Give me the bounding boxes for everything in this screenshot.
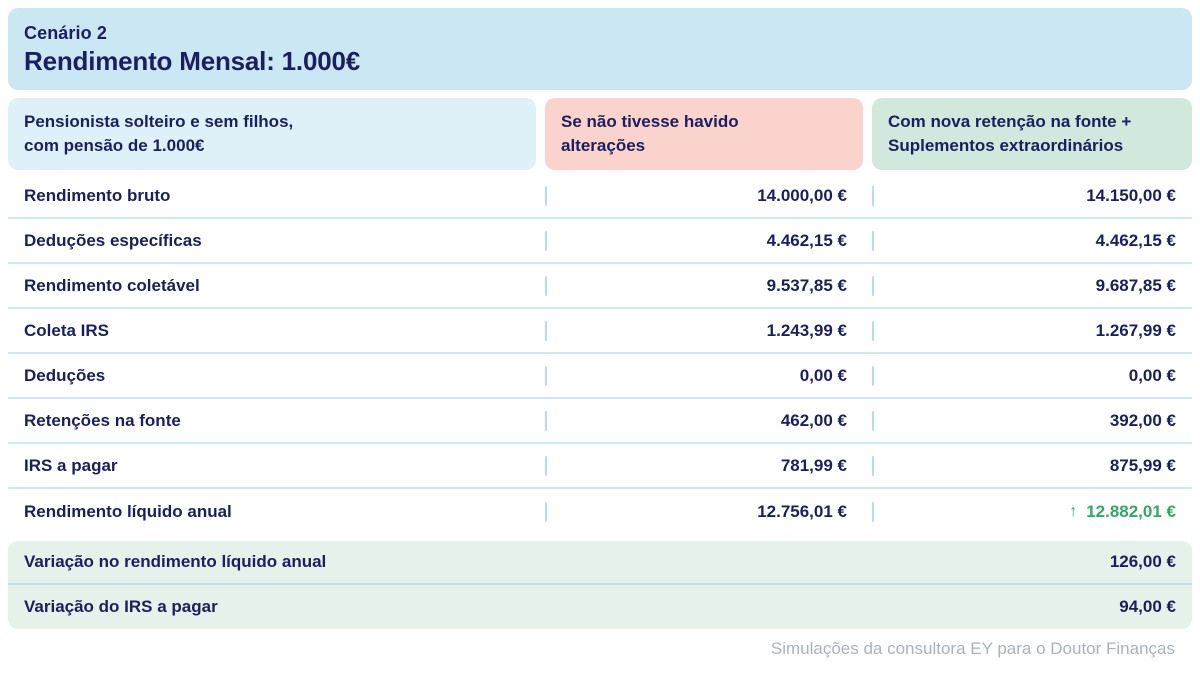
page-title: Rendimento Mensal: 1.000€ (24, 46, 360, 76)
row-label: Retenções na fonte (24, 410, 181, 430)
value-after: 0,00 € (872, 354, 1192, 397)
comparison-table: Rendimento bruto 14.000,00 € 14.150,00 €… (8, 174, 1192, 534)
table-row: Retenções na fonte 462,00 € 392,00 € (8, 399, 1192, 444)
value-before: 0,00 € (545, 354, 863, 397)
row-label: Deduções específicas (24, 230, 202, 250)
table-row: Rendimento bruto 14.000,00 € 14.150,00 € (8, 174, 1192, 219)
value-before: 9.537,85 € (545, 264, 863, 307)
table-row: Deduções específicas 4.462,15 € 4.462,15… (8, 219, 1192, 264)
column-header-profile: Pensionista solteiro e sem filhos, com p… (8, 98, 536, 170)
value-before: 1.243,99 € (545, 309, 863, 352)
column-header-after: Com nova retenção na fonte + Suplementos… (872, 98, 1192, 170)
value-before: 781,99 € (545, 444, 863, 487)
summary-row: Variação no rendimento líquido anual 126… (8, 541, 1192, 585)
scenario-label: Cenário 2 (24, 23, 107, 43)
table-row: Coleta IRS 1.243,99 € 1.267,99 € (8, 309, 1192, 354)
column-header-before: Se não tivesse havido alterações (545, 98, 863, 170)
row-label: Deduções (24, 365, 106, 385)
value-before: 12.756,01 € (545, 489, 863, 534)
value-after: 4.462,15 € (872, 219, 1192, 262)
increase-arrow-icon: ↑ (1069, 502, 1078, 520)
table-row: Rendimento coletável 9.537,85 € 9.687,85… (8, 264, 1192, 309)
row-label: Coleta IRS (24, 320, 110, 340)
summary-label: Variação do IRS a pagar (24, 597, 218, 616)
table-row: IRS a pagar 781,99 € 875,99 € (8, 444, 1192, 489)
summary-row: Variação do IRS a pagar 94,00 € (8, 585, 1192, 629)
row-label: Rendimento coletável (24, 275, 200, 295)
table-row: Rendimento líquido anual 12.756,01 € ↑ 1… (8, 489, 1192, 534)
summary-value: 94,00 € (1119, 597, 1176, 616)
value-after: 9.687,85 € (872, 264, 1192, 307)
value-after: 1.267,99 € (872, 309, 1192, 352)
summary-panel: Variação no rendimento líquido anual 126… (8, 541, 1192, 629)
row-label: Rendimento líquido anual (24, 501, 232, 521)
column-headers: Pensionista solteiro e sem filhos, com p… (8, 98, 1192, 170)
table-row: Deduções 0,00 € 0,00 € (8, 354, 1192, 399)
summary-value: 126,00 € (1109, 552, 1176, 571)
highlighted-amount: 12.882,01 € (1086, 501, 1176, 521)
value-after: 875,99 € (872, 444, 1192, 487)
header-banner: Cenário 2 Rendimento Mensal: 1.000€ (8, 8, 1192, 90)
value-before: 14.000,00 € (545, 174, 863, 217)
row-label: Rendimento bruto (24, 185, 171, 205)
value-after-highlighted: ↑ 12.882,01 € (872, 489, 1192, 534)
value-after: 392,00 € (872, 399, 1192, 442)
value-before: 4.462,15 € (545, 219, 863, 262)
summary-label: Variação no rendimento líquido anual (24, 552, 327, 571)
value-before: 462,00 € (545, 399, 863, 442)
value-after: 14.150,00 € (872, 174, 1192, 217)
source-caption: Simulações da consultora EY para o Douto… (770, 639, 1175, 658)
row-label: IRS a pagar (24, 455, 118, 475)
